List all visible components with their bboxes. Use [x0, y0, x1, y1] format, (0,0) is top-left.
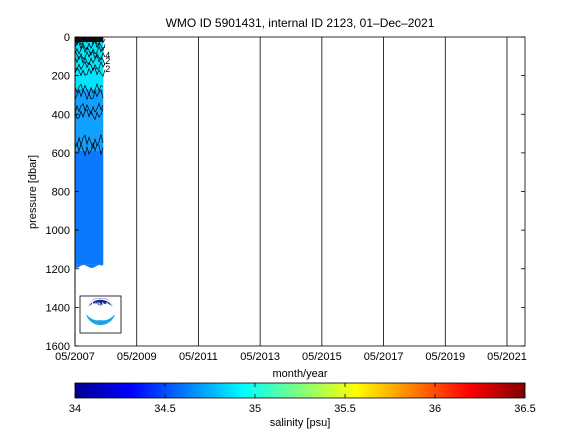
contour-shallow-6 [75, 67, 106, 78]
colorbar [74, 382, 526, 399]
x-tick-label: 05/2011 [179, 351, 218, 363]
x-axis: 05/2007 05/2009 05/2011 05/2013 05/2015 05/20… [55, 351, 527, 363]
colorbar-tick-label: 36 [429, 403, 441, 415]
y-tick-label: 200 [52, 71, 70, 83]
colorbar-tick-label: 34.5 [154, 403, 175, 415]
y-tick-label: 400 [52, 109, 70, 121]
plot-area [75, 37, 525, 346]
contour-mid-1 [75, 89, 104, 101]
contour-bottom-1 [75, 142, 104, 157]
x-tick-label: 05/2021 [487, 351, 527, 363]
y-tick-label: 1000 [46, 225, 70, 237]
noaa-logo-bird [86, 303, 115, 319]
salinity-field-edge [75, 264, 104, 269]
x-tick-label: 05/2019 [425, 351, 465, 363]
y-tick-label: 800 [52, 187, 70, 199]
contour-shallow-0 [75, 37, 106, 46]
x-axis-label: month/year [272, 368, 327, 380]
y-tick-label: 1600 [46, 341, 70, 353]
surface-band [75, 37, 104, 42]
contour-labels: 422 [105, 50, 110, 74]
noaa-logo-sea [86, 314, 115, 326]
chart-title: WMO ID 5901431, internal ID 2123, 01–Dec… [166, 16, 435, 30]
y-tick-label: 1400 [46, 302, 70, 314]
y-axis-label: pressure [dbar] [27, 155, 39, 229]
x-tick-label: 05/2009 [117, 351, 157, 363]
y-tick-label: 1200 [46, 264, 70, 276]
colorbar-tick-label: 34 [69, 403, 81, 415]
contour-shallow-1 [75, 40, 106, 52]
y-axis: 0 200 400 600 800 1000 1200 1400 1600 [46, 32, 525, 353]
noaa-logo: NOAA [79, 295, 122, 334]
contour-label: 2 [105, 64, 110, 74]
contour-bottom-0 [75, 134, 104, 150]
x-tick-label: 05/2015 [302, 351, 342, 363]
x-tick-label: 05/2013 [240, 351, 280, 363]
x-tick-label: 05/2017 [364, 351, 404, 363]
contour-deep-0 [75, 101, 104, 115]
colorbar-tick-label: 35.5 [334, 403, 355, 415]
salinity-layer-3 [75, 150, 104, 265]
salinity-contours [75, 37, 106, 157]
contour-shallow-4 [75, 54, 106, 66]
contour-shallow-5 [75, 60, 106, 72]
contour-label: 2 [105, 56, 110, 66]
colorbar-label: salinity [psu] [270, 417, 331, 429]
y-tick-label: 0 [64, 32, 70, 44]
x-tick-label: 05/2007 [55, 351, 95, 363]
colorbar-ticks: 34 34.5 35 35.5 36 36.5 [69, 383, 536, 415]
contour-label: 4 [105, 50, 110, 60]
salinity-field [75, 37, 104, 269]
contour-deep-1 [75, 108, 104, 121]
contour-shallow-2 [75, 45, 106, 56]
colorbar-tick-label: 36.5 [514, 403, 535, 415]
colorbar-tick-label: 35 [249, 403, 261, 415]
y-tick-label: 600 [52, 148, 70, 160]
noaa-logo-text: NOAA [92, 303, 110, 309]
